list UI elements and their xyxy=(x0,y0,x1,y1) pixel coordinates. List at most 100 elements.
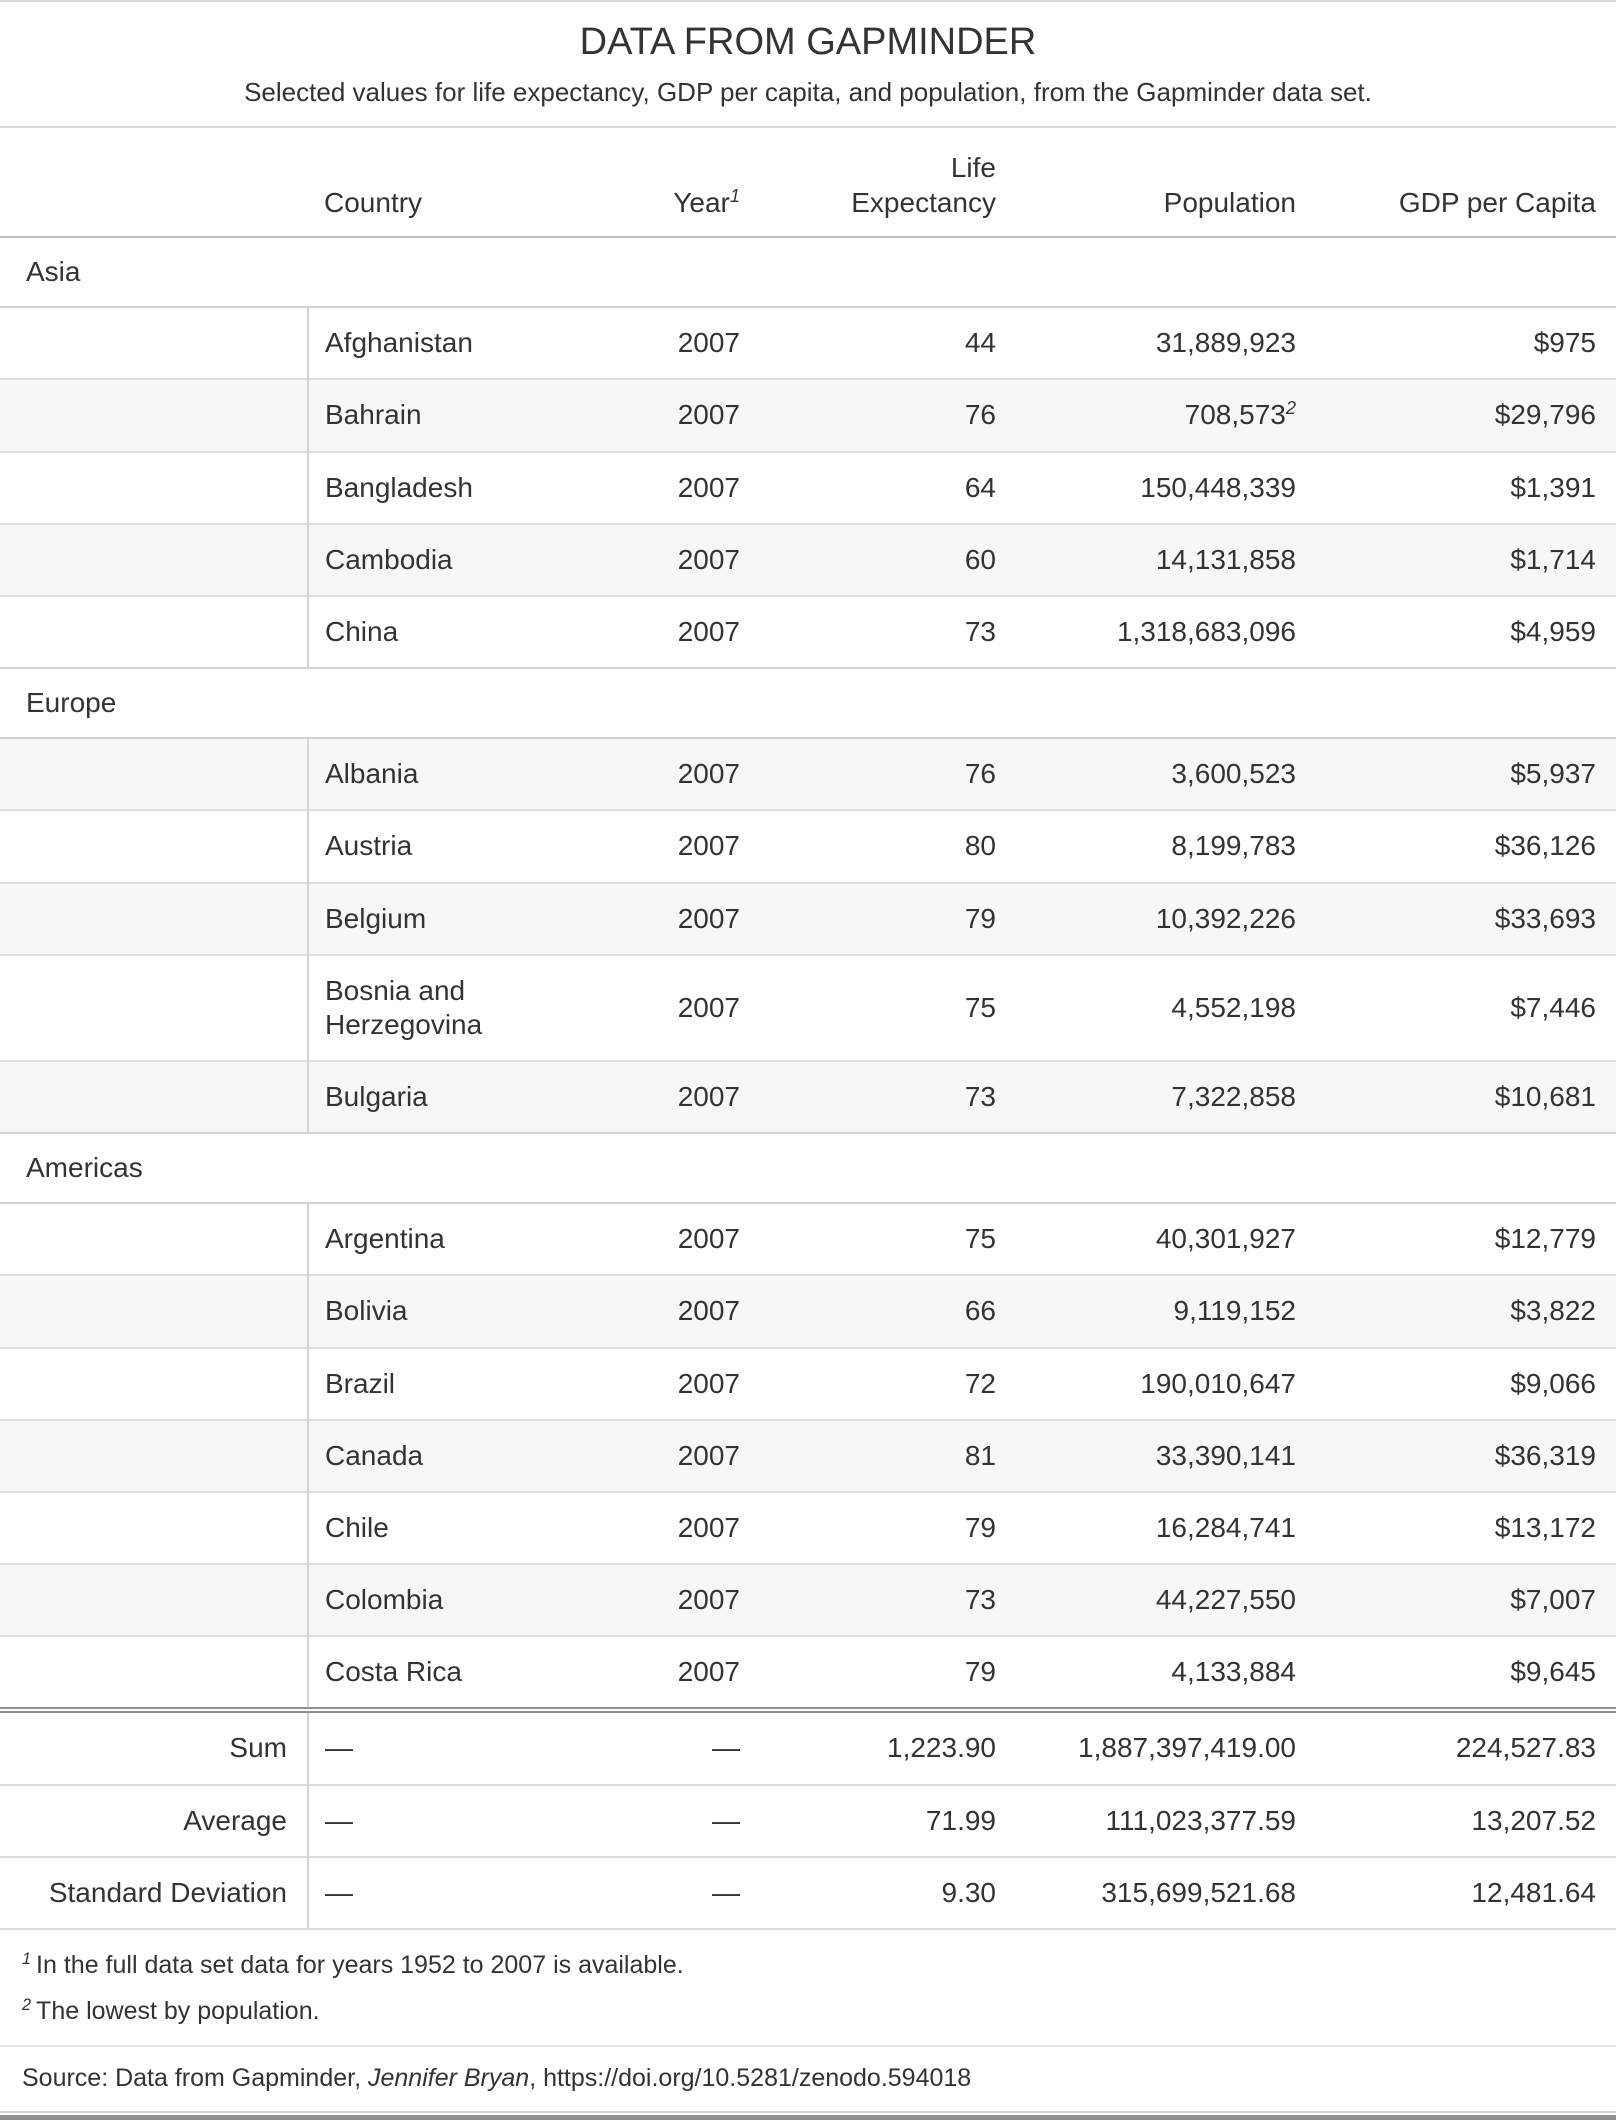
life-expectancy-summary-cell: 9.30 xyxy=(760,1855,1016,1928)
table-subtitle: Selected values for life expectancy, GDP… xyxy=(244,76,1372,107)
column-label: Year xyxy=(673,187,730,219)
stub-cell xyxy=(0,522,309,596)
gdp-per-capita-cell: $12,779 xyxy=(1316,1202,1616,1276)
year-cell: 2007 xyxy=(638,522,760,596)
year-cell: 2007 xyxy=(638,1059,760,1134)
grand-summary-row: Average — —71.99 111,023,377.59 13,207.52 xyxy=(0,1783,1616,1857)
table-row: Austria 2007 80 8,199,783 $36,126 xyxy=(0,809,1616,883)
grand-summary-row: Sum — —1,223.90 1,887,397,419.00 224,527.83 xyxy=(0,1707,1616,1785)
gdp-per-capita-cell: $10,681 xyxy=(1316,1059,1616,1134)
source-note-suffix: , https://doi.org/10.5281/zenodo.594018 xyxy=(529,2063,972,2092)
table-row: Bahrain 2007 76 708,5732 $29,796 xyxy=(0,378,1616,452)
country-cell: Bangladesh xyxy=(308,450,638,524)
life-expectancy-cell: 79 xyxy=(760,1635,1016,1711)
year-cell: 2007 xyxy=(638,1274,760,1348)
year-summary-cell: — xyxy=(638,1707,760,1785)
country-cell: Bolivia xyxy=(308,1274,638,1348)
life-expectancy-cell: 73 xyxy=(760,1563,1016,1637)
country-cell: Argentina xyxy=(308,1202,638,1276)
life-expectancy-cell: 75 xyxy=(760,953,1016,1061)
year-cell: 2007 xyxy=(638,1202,760,1276)
stub-cell xyxy=(0,737,309,811)
gdp-per-capita-cell: $1,391 xyxy=(1316,450,1616,524)
group-heading-label: Europe xyxy=(0,667,1616,740)
year-cell: 2007 xyxy=(638,1418,760,1492)
gdp-per-capita-cell: $7,007 xyxy=(1316,1563,1616,1637)
life-expectancy-cell: 73 xyxy=(760,594,1016,669)
year-cell: 2007 xyxy=(638,1635,760,1711)
footnote-1: 1 In the full data set data for years 195… xyxy=(0,1942,1616,1989)
column-header-row: Country Year1 Life Expectancy Population… xyxy=(0,128,1616,239)
life-expectancy-cell: 64 xyxy=(760,450,1016,524)
stub-cell xyxy=(0,306,309,380)
country-summary-cell: — xyxy=(308,1783,638,1857)
table-row: Afghanistan 2007 44 31,889,923 $975 xyxy=(0,306,1616,380)
year-summary-cell: — xyxy=(638,1783,760,1857)
group-heading-row: Americas xyxy=(0,1132,1616,1205)
life-expectancy-cell: 81 xyxy=(760,1418,1016,1492)
table-title: DATA FROM GAPMINDER xyxy=(579,21,1037,63)
country-cell: Costa Rica xyxy=(308,1635,638,1711)
group-heading-label: Americas xyxy=(0,1132,1616,1205)
country-cell: Colombia xyxy=(308,1563,638,1637)
gdp-per-capita-summary-cell: 224,527.83 xyxy=(1316,1707,1616,1785)
year-cell: 2007 xyxy=(638,953,760,1061)
life-expectancy-cell: 44 xyxy=(760,306,1016,380)
country-cell: Cambodia xyxy=(308,522,638,596)
life-expectancy-cell: 76 xyxy=(760,737,1016,811)
population-cell: 9,119,152 xyxy=(1016,1274,1316,1348)
population-cell: 33,390,141 xyxy=(1016,1418,1316,1492)
population-cell: 7,322,858 xyxy=(1016,1059,1316,1134)
column-header: Country Year1 Life Expectancy Population… xyxy=(0,128,1616,239)
life-expectancy-cell: 80 xyxy=(760,809,1016,883)
population-cell: 14,131,858 xyxy=(1016,522,1316,596)
country-cell: Austria xyxy=(308,809,638,883)
country-cell: Chile xyxy=(308,1490,638,1565)
gdp-per-capita-summary-cell: 13,207.52 xyxy=(1316,1783,1616,1857)
column-label: Population xyxy=(1163,187,1296,219)
table-row: Argentina 2007 75 40,301,927 $12,779 xyxy=(0,1202,1616,1276)
footnote-text: The lowest by population. xyxy=(36,1997,320,2026)
table-row: Belgium 2007 79 10,392,226 $33,693 xyxy=(0,881,1616,955)
stub-cell xyxy=(0,378,309,452)
table-row: Canada 2007 81 33,390,141 $36,319 xyxy=(0,1418,1616,1492)
group-heading-row: Europe xyxy=(0,667,1616,740)
year-cell: 2007 xyxy=(638,450,760,524)
column-label: Life Expectancy xyxy=(851,152,996,219)
gdp-per-capita-cell: $9,645 xyxy=(1316,1635,1616,1711)
country-cell: China xyxy=(308,594,638,669)
summary-label-cell: Standard Deviation xyxy=(0,1855,309,1928)
year-cell: 2007 xyxy=(638,1490,760,1565)
column-header-population: Population xyxy=(1016,128,1316,239)
group-heading-row: Asia xyxy=(0,236,1616,309)
population-cell: 708,5732 xyxy=(1016,378,1316,452)
population-cell: 16,284,741 xyxy=(1016,1490,1316,1565)
grand-summary-row: Standard Deviation — —9.30 315,699,521.68 12… xyxy=(0,1855,1616,1928)
table-row: Colombia 2007 73 44,227,550 $7,007 xyxy=(0,1563,1616,1637)
population-cell: 3,600,523 xyxy=(1016,737,1316,811)
group-heading-label: Asia xyxy=(0,236,1616,309)
stub-cell xyxy=(0,1202,309,1276)
gdp-per-capita-cell: $4,959 xyxy=(1316,594,1616,669)
stub-column-header xyxy=(0,128,308,239)
stub-cell xyxy=(0,1418,309,1492)
life-expectancy-summary-cell: 1,223.90 xyxy=(760,1707,1016,1785)
footnote-mark-2: 2 xyxy=(1285,398,1296,419)
country-cell: Bulgaria xyxy=(308,1059,638,1134)
gdp-per-capita-cell: $3,822 xyxy=(1316,1274,1616,1348)
summary-label-cell: Average xyxy=(0,1783,309,1857)
column-header-country: Country xyxy=(308,128,638,239)
life-expectancy-summary-cell: 71.99 xyxy=(760,1783,1016,1857)
table-row: Bangladesh 2007 64 150,448,339 $1,391 xyxy=(0,450,1616,524)
population-summary-cell: 1,887,397,419.00 xyxy=(1016,1707,1316,1785)
table-row: Bulgaria 2007 73 7,322,858 $10,681 xyxy=(0,1059,1616,1134)
table-bottom-border xyxy=(0,2111,1616,2120)
table-row: Cambodia 2007 60 14,131,858 $1,714 xyxy=(0,522,1616,596)
life-expectancy-cell: 79 xyxy=(760,881,1016,955)
table-row: Brazil 2007 72 190,010,647 $9,066 xyxy=(0,1346,1616,1420)
year-cell: 2007 xyxy=(638,306,760,380)
population-summary-cell: 315,699,521.68 xyxy=(1016,1855,1316,1928)
country-cell: Canada xyxy=(308,1418,638,1492)
country-cell: Bahrain xyxy=(308,378,638,452)
country-summary-cell: — xyxy=(308,1855,638,1928)
